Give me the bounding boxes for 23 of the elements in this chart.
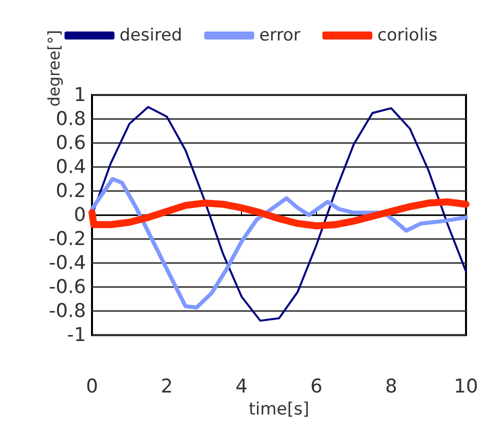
x-axis-title: time[s] [248,400,310,420]
x-tick-label: 10 [454,376,478,398]
y-tick-label: -1 [67,324,86,346]
x-tick-label: 2 [160,376,173,398]
y-tick-label: -0.4 [48,252,86,274]
y-tick-label: 0.4 [56,156,86,178]
line-series [91,106,467,322]
y-tick-label: 0.8 [56,108,86,130]
x-tick-label: 6 [310,376,322,398]
y-tick-label: 0 [74,204,86,226]
y-tick-label: 0.2 [56,180,86,202]
y-tick-label: -0.6 [48,276,86,298]
x-tick-label: 8 [385,376,398,398]
y-tick-label: 1 [74,84,86,106]
legend-label: error [259,26,300,46]
legend-label: coriolis [377,26,438,46]
x-tick-label: 4 [236,376,248,398]
y-axis-title: degree[°] [44,30,64,107]
y-tick-label: -0.2 [48,228,86,250]
legend-label: desired [119,26,182,46]
y-tick-label: -0.8 [48,300,86,322]
y-tick-label: 0.6 [56,132,86,154]
line-series [90,177,468,310]
